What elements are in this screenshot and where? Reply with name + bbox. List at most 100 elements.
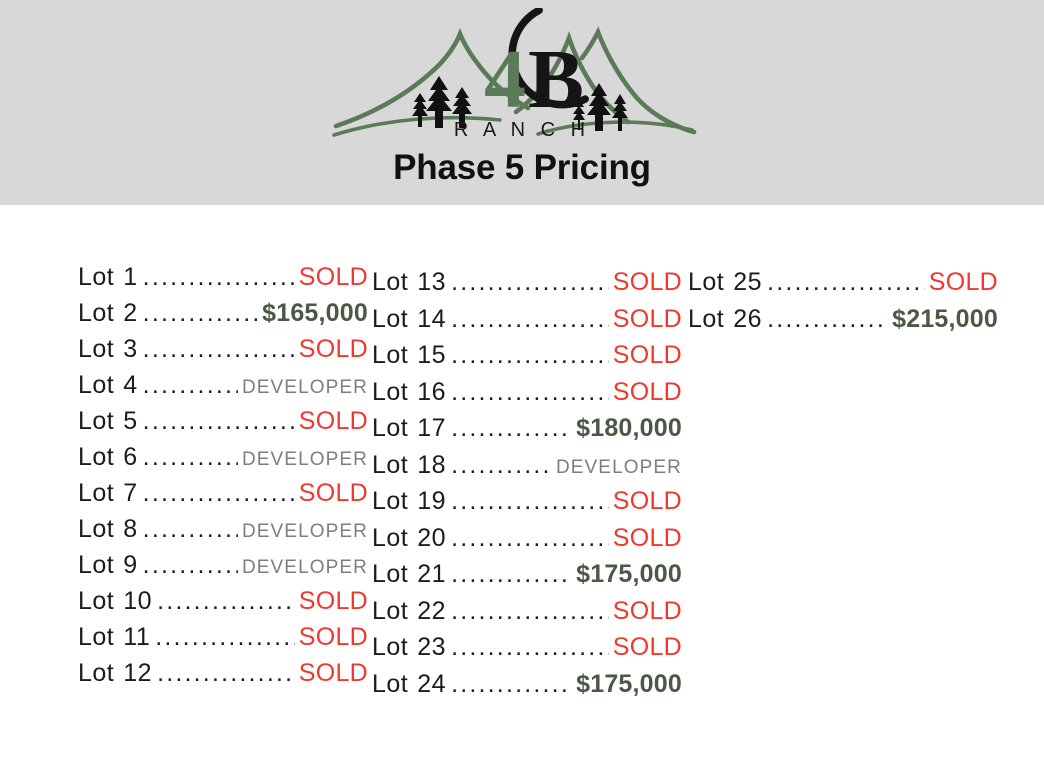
- lot-prefix-label: Lot: [78, 407, 115, 435]
- lot-row: Lot 9 DEVELOPER: [78, 551, 368, 587]
- status-badge-sold: SOLD: [298, 587, 368, 615]
- dot-leader: [451, 416, 572, 441]
- dot-leader: [155, 625, 295, 650]
- lot-row: Lot 26 $215,000: [688, 305, 998, 342]
- lot-prefix-label: Lot: [372, 268, 409, 296]
- lot-number: 7: [123, 479, 138, 507]
- lot-number: 3: [123, 335, 138, 363]
- dot-leader: [143, 517, 238, 542]
- lot-price: $215,000: [892, 304, 998, 333]
- dot-leader: [451, 343, 609, 368]
- lot-prefix-label: Lot: [78, 299, 115, 327]
- lot-price: $175,000: [576, 669, 682, 698]
- lot-row: Lot 24 $175,000: [372, 670, 682, 707]
- status-badge-sold: SOLD: [612, 487, 682, 515]
- dot-leader: [451, 380, 609, 405]
- lot-number: 2: [123, 299, 138, 327]
- status-badge-sold: SOLD: [612, 341, 682, 369]
- lot-row: Lot 13 SOLD: [372, 268, 682, 305]
- lot-column-3: Lot 25 SOLD Lot 26 $215,000: [688, 268, 998, 341]
- dot-leader: [143, 373, 238, 398]
- lot-number: 16: [417, 377, 447, 406]
- lot-number: 9: [123, 551, 138, 579]
- lot-prefix-label: Lot: [372, 487, 409, 515]
- lot-row: Lot 19 SOLD: [372, 487, 682, 524]
- lot-row: Lot 1 SOLD: [78, 263, 368, 299]
- dot-leader: [143, 301, 258, 326]
- lot-number: 24: [417, 669, 447, 698]
- lot-number: 22: [417, 596, 447, 625]
- lot-row: Lot 22 SOLD: [372, 597, 682, 634]
- lot-number: 10: [123, 587, 153, 615]
- dot-leader: [451, 526, 609, 551]
- left-ground-icon: [332, 115, 502, 137]
- lot-number: 25: [733, 268, 763, 296]
- lot-listing: Lot1SOLDLot2$165,000Lot3SOLDLot4DEVELOPE…: [0, 205, 1044, 784]
- lot-number: 19: [417, 487, 447, 515]
- dot-leader: [157, 661, 295, 686]
- lot-prefix-label: Lot: [372, 341, 409, 369]
- lot-number: 5: [123, 407, 138, 435]
- dot-leader: [143, 481, 295, 506]
- lot-row: Lot 16 SOLD: [372, 378, 682, 415]
- lot-number: 17: [417, 414, 447, 442]
- right-ground-icon: [536, 120, 694, 136]
- lot-number: 18: [417, 450, 447, 479]
- lot-row: Lot 7 SOLD: [78, 479, 368, 515]
- lot-prefix-label: Lot: [78, 587, 115, 615]
- lot-column-2: Lot 13 SOLD Lot 14 SOLD Lot 15 SOLD Lot 16 SOLD Lot 1…: [372, 268, 682, 706]
- lot-prefix-label: Lot: [78, 659, 115, 687]
- lot-row: Lot 21 $175,000: [372, 560, 682, 597]
- dot-leader: [451, 672, 572, 697]
- lot-price: $165,000: [262, 299, 368, 327]
- lot-price: $175,000: [576, 560, 682, 588]
- lot-prefix-label: Lot: [78, 551, 115, 579]
- lot-row: Lot 11 SOLD: [78, 623, 368, 659]
- lot-row: Lot 4 DEVELOPER: [78, 371, 368, 407]
- dot-leader: [143, 445, 238, 470]
- status-badge-developer: DEVELOPER: [241, 449, 368, 470]
- lot-prefix-label: Lot: [688, 304, 725, 333]
- dot-leader: [451, 599, 609, 624]
- lot-prefix-label: Lot: [688, 268, 725, 296]
- logo-wordmark: R A N C H: [454, 119, 590, 140]
- lot-row: Lot 6 DEVELOPER: [78, 443, 368, 479]
- logo-digit-4: 4: [484, 33, 526, 126]
- lot-number: 21: [417, 560, 447, 588]
- status-badge-developer: DEVELOPER: [241, 377, 368, 398]
- logo-ring-icon: [508, 8, 589, 109]
- lot-number: 1: [123, 263, 138, 291]
- lot-prefix-label: Lot: [372, 596, 409, 625]
- lot-number: 14: [417, 304, 447, 333]
- status-badge-developer: DEVELOPER: [241, 521, 368, 542]
- lot-prefix-label: Lot: [372, 377, 409, 406]
- lot-row: Lot 23 SOLD: [372, 633, 682, 670]
- page-title: Phase 5 Pricing: [393, 148, 651, 187]
- lot-prefix-label: Lot: [78, 443, 115, 471]
- lot-row: Lot 10 SOLD: [78, 587, 368, 623]
- status-badge-developer: DEVELOPER: [555, 456, 682, 478]
- dot-leader: [451, 562, 572, 587]
- status-badge-sold: SOLD: [928, 268, 998, 296]
- lot-row: Lot 18 DEVELOPER: [372, 451, 682, 488]
- lot-prefix-label: Lot: [372, 560, 409, 588]
- lot-prefix-label: Lot: [78, 479, 115, 507]
- lot-number: 8: [123, 515, 138, 543]
- status-badge-sold: SOLD: [298, 407, 368, 435]
- left-mountain-icon: [333, 27, 531, 129]
- lot-row: Lot 17 $180,000: [372, 414, 682, 451]
- lot-row: Lot 8 DEVELOPER: [78, 515, 368, 551]
- status-badge-sold: SOLD: [298, 335, 368, 363]
- dot-leader: [451, 307, 609, 332]
- logo-artwork: 4 B R A N C H: [332, 8, 697, 140]
- lot-prefix-label: Lot: [78, 515, 115, 543]
- status-badge-sold: SOLD: [612, 304, 682, 333]
- lot-row: Lot 5 SOLD: [78, 407, 368, 443]
- lot-row: Lot 15 SOLD: [372, 341, 682, 378]
- lot-number: 12: [123, 659, 153, 687]
- lot-row: Lot 3 SOLD: [78, 335, 368, 371]
- lot-price: $180,000: [576, 414, 682, 442]
- lot-row: Lot 14 SOLD: [372, 305, 682, 342]
- dot-leader: [143, 337, 295, 362]
- dot-leader: [451, 453, 552, 478]
